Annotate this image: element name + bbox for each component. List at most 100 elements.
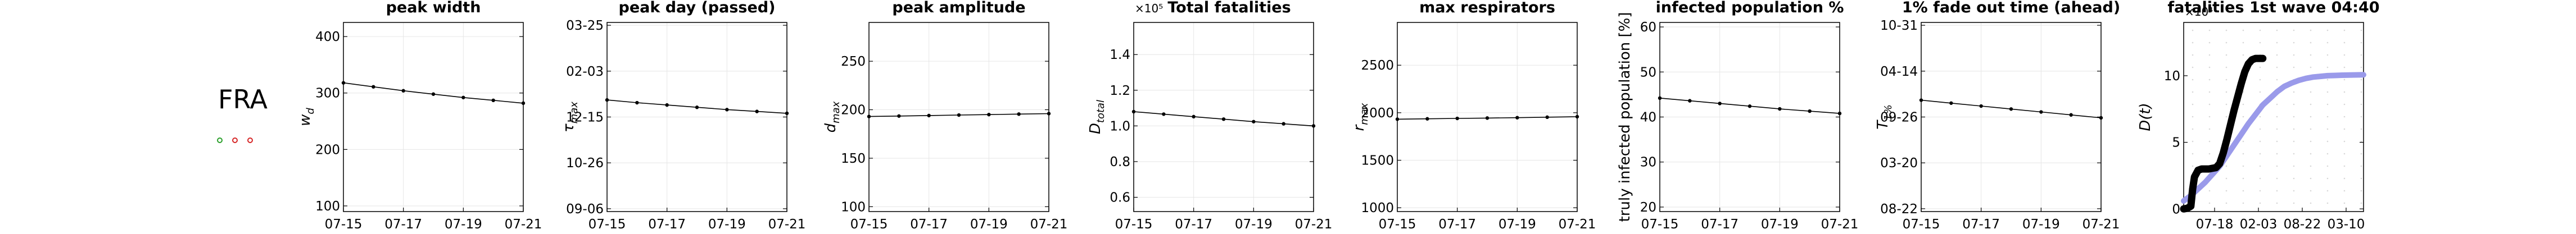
x-tick-label: 07-17 (384, 217, 422, 232)
grid-dot (2225, 103, 2228, 105)
x-tick-label: 07-21 (505, 217, 542, 232)
y-axis-label: truly infected population [%] (1617, 12, 1633, 222)
data-point (987, 112, 991, 117)
grid-dot (2326, 116, 2329, 118)
grid-dot (2360, 202, 2362, 204)
y-tick-label: 2500 (1361, 58, 1394, 73)
grid-dot (2192, 116, 2194, 118)
data-point (401, 89, 405, 93)
grid-dot (2360, 165, 2362, 167)
chart-title: peak day (passed) (619, 0, 776, 16)
x-tick-label: 07-21 (1030, 217, 1068, 232)
grid-dot (2293, 42, 2295, 44)
grid-dot (2259, 79, 2261, 81)
offset-text: ×10⁵ (1135, 2, 1163, 15)
grid-dot (2225, 66, 2228, 68)
plot-area (2184, 22, 2364, 212)
grid-dot (2293, 202, 2295, 204)
data-point (461, 95, 465, 99)
grid-dot (2276, 42, 2278, 44)
x-tick-label: 07-19 (1498, 217, 1536, 232)
x-tick-label: 07-21 (1821, 217, 1859, 232)
data-point (635, 100, 639, 105)
status-dot-1 (232, 137, 238, 143)
data-point (2039, 110, 2043, 114)
grid-dot (2343, 177, 2346, 180)
y-tick-label: 30 (1640, 155, 1656, 170)
x-tick-label: 07-15 (325, 217, 363, 232)
grid-dot (2326, 103, 2329, 105)
grid-dot (2242, 190, 2244, 192)
chart-title: 1% fade out time (ahead) (1902, 0, 2120, 16)
data-point (1131, 109, 1136, 114)
data-point (1192, 114, 1196, 119)
data-point (1047, 112, 1051, 116)
grid-dot (2293, 177, 2295, 180)
y-tick-label: 100 (315, 199, 340, 214)
chart-0: peak width 100 200 300 400 07-15 07-17 07-19 07-… (297, 0, 542, 232)
x-tick-label: 07-17 (1438, 217, 1476, 232)
grid-dot (2343, 116, 2346, 118)
data-point (1658, 96, 1662, 100)
grid-dot (2259, 177, 2261, 180)
data-point (2069, 113, 2073, 117)
data-point (665, 103, 669, 107)
grid-dot (2276, 103, 2278, 105)
grid-dot (2276, 128, 2278, 130)
grid-dot (2225, 91, 2228, 93)
chart-7: fatalities 1st wave 04:40×10⁴ 0 5 10 07-18 02… (2137, 0, 2380, 232)
data-point (2009, 107, 2013, 111)
grid-dot (2225, 165, 2228, 167)
data-point (1919, 98, 1923, 102)
grid-dot (2225, 54, 2228, 56)
grid-dot (2343, 103, 2346, 105)
country-label: FRA (218, 84, 268, 114)
y-tick-label: 10-31 (1880, 19, 1918, 33)
x-tick-label: 08-22 (2284, 217, 2321, 232)
grid-dot (2343, 190, 2346, 192)
y-tick-label: 200 (315, 143, 340, 157)
grid-dot (2326, 190, 2329, 192)
chart-5: infected population % 20 30 40 50 60 07-15 07-1… (1617, 0, 1858, 232)
y-axis-label: wd (297, 108, 316, 126)
y-axis-label: D(t) (2137, 103, 2154, 131)
grid-dot (2360, 140, 2362, 143)
grid-dot (2276, 202, 2278, 204)
grid-dot (2360, 190, 2362, 192)
grid-dot (2192, 54, 2194, 56)
grid-dot (2276, 190, 2278, 192)
grid-dot (2242, 54, 2244, 56)
grid-dot (2259, 190, 2261, 192)
grid-dot (2259, 29, 2261, 31)
data-point (1282, 122, 1285, 126)
grid-dot (2276, 54, 2278, 56)
grid-dot (2276, 177, 2278, 180)
grid-dot (2208, 66, 2211, 68)
grid-dot (2276, 79, 2278, 81)
grid-dot (2310, 153, 2312, 155)
grid-dot (2242, 29, 2244, 31)
status-dot-0 (217, 137, 223, 143)
grid-dot (2259, 165, 2261, 167)
grid-dot (2225, 116, 2228, 118)
grid-dot (2208, 91, 2211, 93)
grid-dot (2242, 103, 2244, 105)
grid-dot (2310, 165, 2312, 167)
grid-dot (2310, 202, 2312, 204)
status-dot-2 (247, 137, 253, 143)
data-point (1455, 116, 1459, 121)
y-tick-label: 0.6 (1110, 191, 1130, 205)
x-tick-label: 07-19 (1235, 217, 1273, 232)
grid-dot (2242, 165, 2244, 167)
grid-dot (2326, 177, 2329, 180)
grid-dot (2259, 140, 2261, 143)
grid-dot (2259, 91, 2261, 93)
grid-dot (2360, 79, 2362, 81)
grid-dot (2259, 128, 2261, 130)
data-point (1425, 117, 1429, 121)
grid-dot (2326, 29, 2329, 31)
data-point (695, 105, 699, 109)
grid-dot (2360, 91, 2362, 93)
grid-dot (2326, 202, 2329, 204)
data-point (1979, 104, 1983, 108)
